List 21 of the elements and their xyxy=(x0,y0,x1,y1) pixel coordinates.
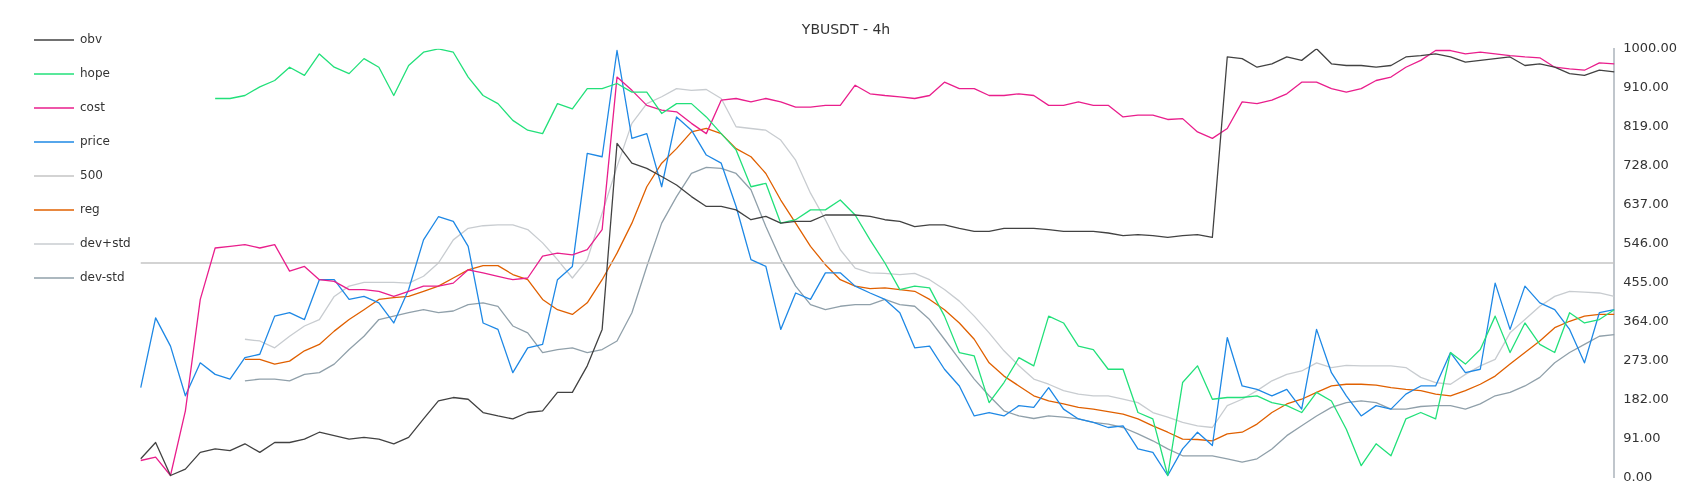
y-tick-label: 728.00 xyxy=(1623,156,1669,172)
y-tick-label: 364.00 xyxy=(1623,312,1669,328)
y-tick-label: 91.00 xyxy=(1623,429,1661,445)
chart-title: YBUSDT - 4h xyxy=(800,21,891,38)
y-tick-label: 1000.00 xyxy=(1623,40,1678,56)
y-tick-label: 273.00 xyxy=(1623,351,1669,367)
y-tick-label: 819.00 xyxy=(1623,117,1669,133)
legend-label: dev-std xyxy=(80,270,125,285)
y-tick-label: 182.00 xyxy=(1623,390,1669,406)
y-tick-label: 0.00 xyxy=(1623,468,1653,484)
legend-label: cost xyxy=(80,100,106,115)
y-tick-label: 455.00 xyxy=(1623,273,1669,289)
legend-label: 500 xyxy=(80,168,103,183)
y-tick-label: 637.00 xyxy=(1623,195,1669,211)
legend-label: obv xyxy=(80,32,103,47)
legend-label: dev+std xyxy=(80,236,131,251)
legend-label: price xyxy=(80,134,110,149)
y-tick-label: 546.00 xyxy=(1623,234,1669,250)
legend-label: hope xyxy=(80,66,110,81)
y-tick-label: 910.00 xyxy=(1623,78,1669,94)
legend-label: reg xyxy=(80,202,100,217)
